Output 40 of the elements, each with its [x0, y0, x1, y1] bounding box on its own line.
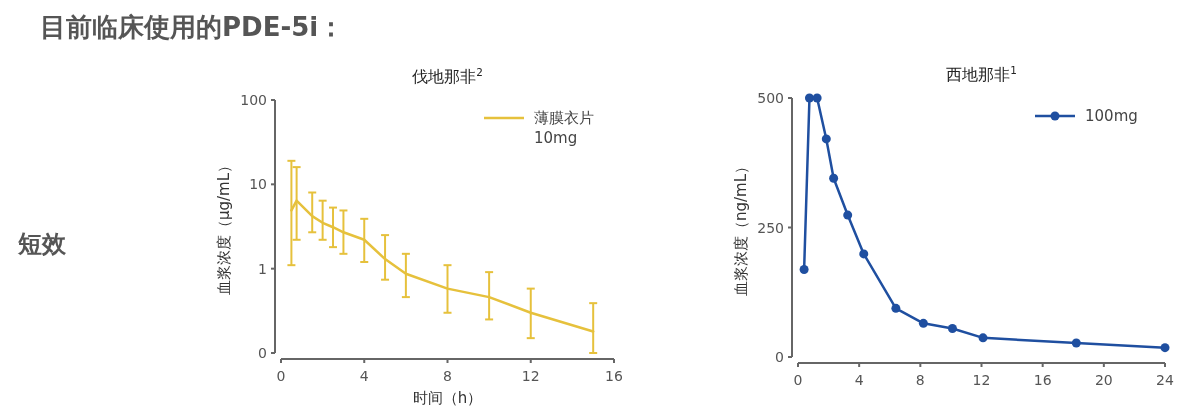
- y-axis-title: 血浆浓度（ng/mL）: [732, 158, 750, 297]
- x-tick-label: 8: [915, 372, 925, 388]
- x-tick-label: 4: [359, 368, 369, 384]
- x-tick-label: 8: [443, 368, 452, 384]
- point: [918, 318, 928, 328]
- x-tick-label: 20: [1094, 372, 1113, 388]
- point: [1160, 343, 1170, 353]
- y-tick-label: 0: [258, 345, 267, 361]
- point: [891, 303, 901, 313]
- y-tick-label: 100: [240, 92, 267, 108]
- x-tick-label: 0: [793, 372, 803, 388]
- point: [799, 264, 809, 274]
- point: [821, 134, 831, 144]
- y-tick-label: 0: [775, 349, 784, 365]
- point: [812, 93, 822, 103]
- point: [978, 333, 988, 343]
- x-tick-label: 0: [276, 368, 286, 384]
- y-tick-label: 10: [249, 176, 267, 193]
- text: 短效: [17, 230, 67, 258]
- x-tick-label: 24: [1156, 372, 1174, 388]
- x-tick-label: 12: [521, 368, 540, 384]
- legend-label: 薄膜衣片 10mg: [534, 109, 594, 147]
- chart-title: 西地那非$^{1}$: [946, 64, 1017, 84]
- x-tick-label: 16: [1033, 372, 1052, 388]
- point: [947, 324, 957, 334]
- point: [1071, 338, 1081, 348]
- text: 目前临床使用的PDE-5i：: [40, 12, 345, 42]
- chart-title: 伐地那非$^{2}$: [412, 66, 483, 86]
- point: [859, 249, 869, 259]
- x-tick-label: 12: [972, 372, 991, 388]
- point: [829, 173, 839, 183]
- y-axis-title: 血浆浓度（μg/mL）: [215, 157, 233, 296]
- x-tick-label: 16: [605, 368, 623, 384]
- y-tick-label: 500: [757, 90, 784, 106]
- y-tick-label: 1: [258, 260, 267, 277]
- point: [843, 210, 853, 220]
- x-axis-title: 时间（h）: [412, 389, 483, 407]
- x-tick-label: 4: [854, 372, 864, 388]
- legend-label: 100mg: [1085, 107, 1138, 125]
- y-tick-label: 250: [757, 219, 784, 236]
